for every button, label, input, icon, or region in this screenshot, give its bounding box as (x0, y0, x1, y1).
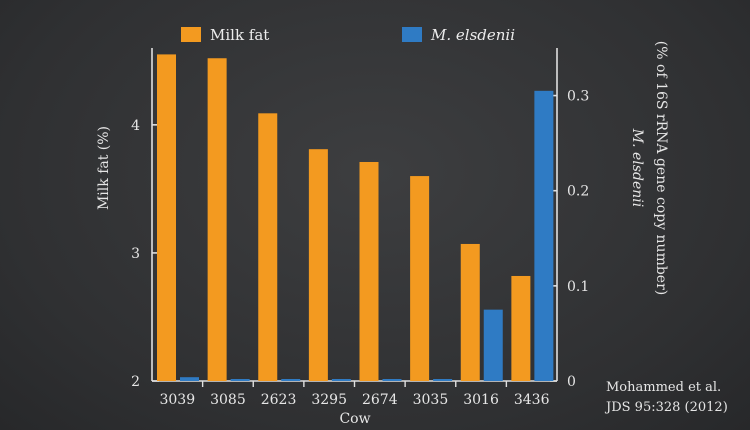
bar-m-elsdenii (230, 379, 250, 381)
left-tick-label: 4 (131, 118, 140, 134)
right-tick-label: 0.3 (567, 89, 589, 105)
x-tick-label: 2674 (362, 392, 398, 408)
legend-swatch-m-elsdenii (402, 27, 422, 42)
bar-milk-fat (511, 275, 531, 381)
x-tick-label: 2623 (261, 392, 297, 408)
bar-m-elsdenii (382, 379, 402, 381)
left-tick-label: 2 (131, 374, 140, 390)
bar-milk-fat (258, 113, 278, 382)
right-tick-label: 0.1 (567, 279, 589, 295)
x-tick-label: 3085 (210, 392, 246, 408)
bar-milk-fat (359, 161, 379, 381)
left-axis-ticks: 2 3 4 (131, 118, 159, 390)
bar-m-elsdenii (483, 309, 503, 381)
x-tick-label: 3035 (413, 392, 449, 408)
x-tick-label: 3295 (311, 392, 347, 408)
citation-line1: Mohammed et al. (606, 380, 721, 395)
bar-m-elsdenii (534, 90, 554, 382)
bar-milk-fat (460, 243, 480, 381)
legend-swatch-milk-fat (181, 27, 201, 42)
x-tick-label: 3436 (514, 392, 550, 408)
legend-label-m-elsdenii: M. elsdenii (430, 26, 515, 44)
left-tick-label: 3 (131, 246, 140, 262)
bar-m-elsdenii (433, 379, 453, 381)
bar-m-elsdenii (180, 377, 199, 381)
bar-milk-fat (410, 176, 430, 381)
right-tick-label: 0 (567, 374, 576, 390)
y-right-axis-title-line1: M. elsdenii (629, 128, 645, 207)
citation-line2: JDS 95:328 (2012) (604, 400, 728, 415)
legend-label-milk-fat: Milk fat (210, 26, 269, 44)
right-tick-label: 0.2 (567, 184, 589, 200)
x-axis-title: Cow (339, 411, 370, 427)
bar-m-elsdenii (281, 379, 301, 381)
x-tick-label: 3016 (463, 392, 499, 408)
y-left-axis-title: Milk fat (%) (96, 126, 112, 210)
bar-milk-fat (308, 149, 328, 381)
y-right-axis-title-line2: (% of 16S rRNA gene copy number) (653, 41, 669, 295)
bars (157, 54, 554, 382)
legend: Milk fat M. elsdenii (181, 26, 515, 44)
bar-milk-fat (207, 58, 227, 381)
x-axis-ticks: 3039 3085 2623 3295 2674 3035 3016 3436 (159, 381, 550, 408)
right-axis-ticks: 0 0.1 0.2 0.3 (550, 89, 589, 390)
bar-milk-fat (157, 54, 176, 382)
bar-m-elsdenii (331, 379, 351, 381)
x-tick-label: 3039 (159, 392, 195, 408)
